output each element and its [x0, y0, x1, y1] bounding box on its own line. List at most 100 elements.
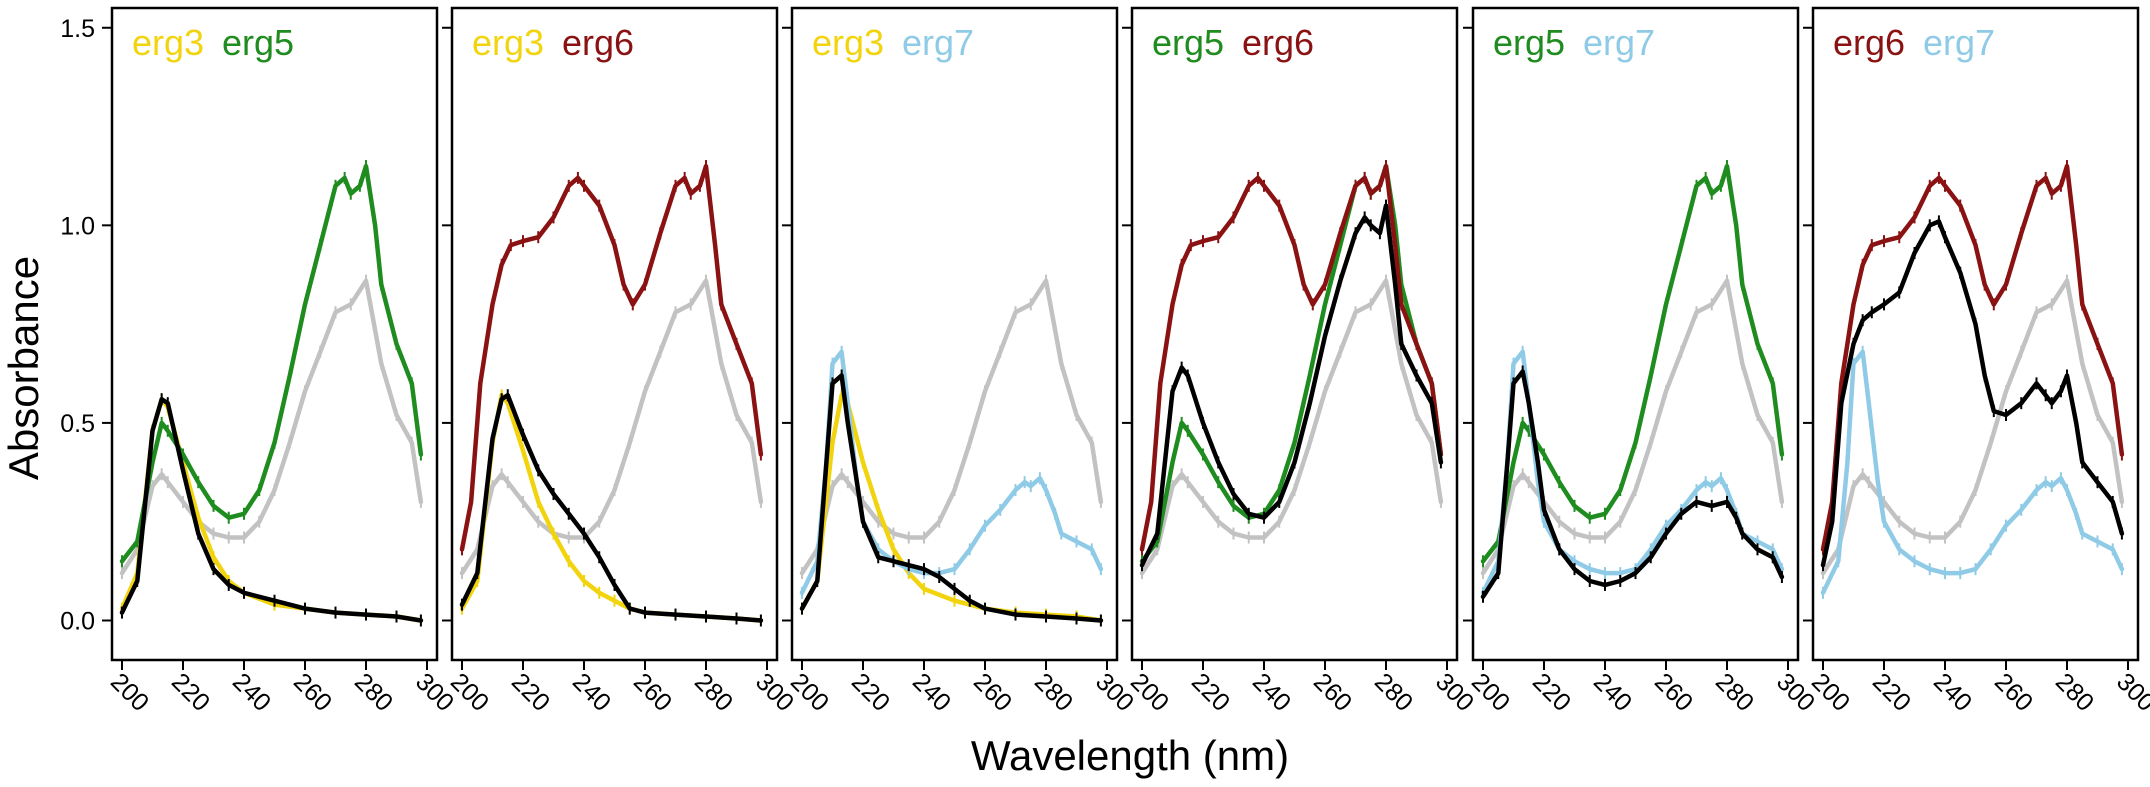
x-tick-label: 200 [785, 668, 834, 717]
series-reference-line [799, 278, 1104, 576]
y-tick-label: 1.5 [60, 15, 95, 43]
series-reference-line [1480, 278, 1785, 576]
legend-erg3: erg3 [472, 22, 544, 63]
legend-erg6: erg6 [1833, 22, 1905, 63]
panel-legend: erg3 erg7 [812, 22, 974, 63]
x-tick-label: 260 [1649, 668, 1698, 717]
panel-frame [1130, 6, 1459, 662]
x-tick-label: 240 [567, 668, 616, 717]
series-reference [1480, 274, 1785, 580]
x-tick-label: 280 [1369, 668, 1418, 717]
x-tick-label: 280 [689, 668, 738, 717]
chart-panel-6: 200 220 240 260 280 300 erg6 erg7 [1803, 6, 2150, 717]
panel-legend: erg3 erg5 [132, 22, 294, 63]
series-reference-line [1820, 278, 2125, 576]
series-reference-line [459, 278, 764, 576]
panel-frame [790, 6, 1119, 662]
series-mixture [799, 369, 1104, 627]
panel-frame [1471, 6, 1800, 662]
x-tick-label: 240 [1928, 668, 1977, 717]
x-tick-label: 280 [1029, 668, 1078, 717]
series-reference [119, 274, 424, 580]
x-tick-label: 260 [1989, 668, 2038, 717]
panel-legend: erg5 erg7 [1493, 22, 1655, 63]
series-erg5 [1480, 160, 1785, 568]
panel-legend: erg5 erg6 [1152, 22, 1314, 63]
x-tick-label: 260 [968, 668, 1017, 717]
series-reference-line [1139, 278, 1444, 576]
x-tick-label: 300 [2111, 668, 2150, 717]
series-reference-line [119, 278, 424, 576]
x-tick-label: 220 [846, 668, 895, 717]
series-erg3 [459, 389, 764, 627]
series-erg7-line [1820, 349, 2125, 596]
series-erg5 [1139, 160, 1444, 568]
series-mixture [1820, 215, 2125, 572]
series-erg6-line [1139, 163, 1444, 552]
series-mixture [1139, 199, 1444, 572]
x-tick-label: 200 [1466, 668, 1515, 717]
series-mixture [119, 393, 424, 627]
y-tick-label: 0.5 [60, 410, 95, 438]
series-erg6 [459, 160, 764, 556]
series-erg3-line [459, 392, 764, 623]
panel-legend: erg3 erg6 [472, 22, 634, 63]
panel-legend: erg6 erg7 [1833, 22, 1995, 63]
x-axis-title: Wavelength (nm) [971, 732, 1289, 779]
y-tick-label: 0.0 [60, 607, 95, 635]
series-erg7-line [799, 349, 1104, 596]
x-tick-label: 220 [1867, 668, 1916, 717]
x-tick-label: 280 [349, 668, 398, 717]
x-tick-label: 260 [288, 668, 337, 717]
x-tick-label: 240 [1588, 668, 1637, 717]
series-mixture-line [459, 392, 764, 623]
x-tick-label: 220 [506, 668, 555, 717]
series-erg6 [1139, 160, 1444, 556]
series-erg7 [1480, 345, 1785, 599]
x-tick-label: 200 [105, 668, 154, 717]
x-tick-label: 200 [1125, 668, 1174, 717]
legend-erg3: erg3 [132, 22, 204, 63]
series-mixture [459, 389, 764, 627]
legend-erg6: erg6 [562, 22, 634, 63]
x-tick-label: 280 [2050, 668, 2099, 717]
series-mixture-line [119, 396, 424, 623]
x-tick-label: 260 [1308, 668, 1357, 717]
legend-erg5: erg5 [1152, 22, 1224, 63]
legend-erg5: erg5 [1493, 22, 1565, 63]
series-mixture-line [1820, 219, 2125, 568]
x-tick-label: 220 [166, 668, 215, 717]
y-tick-label: 1.0 [60, 212, 95, 240]
panel-frame [1811, 6, 2140, 662]
series-erg5 [119, 160, 424, 568]
series-reference [799, 274, 1104, 580]
series-erg6-line [1820, 163, 2125, 552]
panel-frame [450, 6, 779, 662]
x-tick-label: 200 [1806, 668, 1855, 717]
legend-erg7: erg7 [1923, 22, 1995, 63]
legend-erg6: erg6 [1242, 22, 1314, 63]
series-erg6 [1820, 160, 2125, 556]
legend-erg3: erg3 [812, 22, 884, 63]
series-mixture-line [799, 373, 1104, 623]
series-erg7 [799, 345, 1104, 599]
x-tick-label: 240 [227, 668, 276, 717]
legend-erg7: erg7 [1583, 22, 1655, 63]
x-tick-label: 220 [1186, 668, 1235, 717]
legend-erg7: erg7 [902, 22, 974, 63]
legend-erg5: erg5 [222, 22, 294, 63]
y-axis-title: Absorbance [0, 256, 47, 480]
x-tick-label: 200 [445, 668, 494, 717]
x-tick-label: 220 [1527, 668, 1576, 717]
series-reference [459, 274, 764, 580]
x-tick-label: 260 [628, 668, 677, 717]
series-erg7 [1820, 345, 2125, 599]
x-tick-label: 240 [907, 668, 956, 717]
